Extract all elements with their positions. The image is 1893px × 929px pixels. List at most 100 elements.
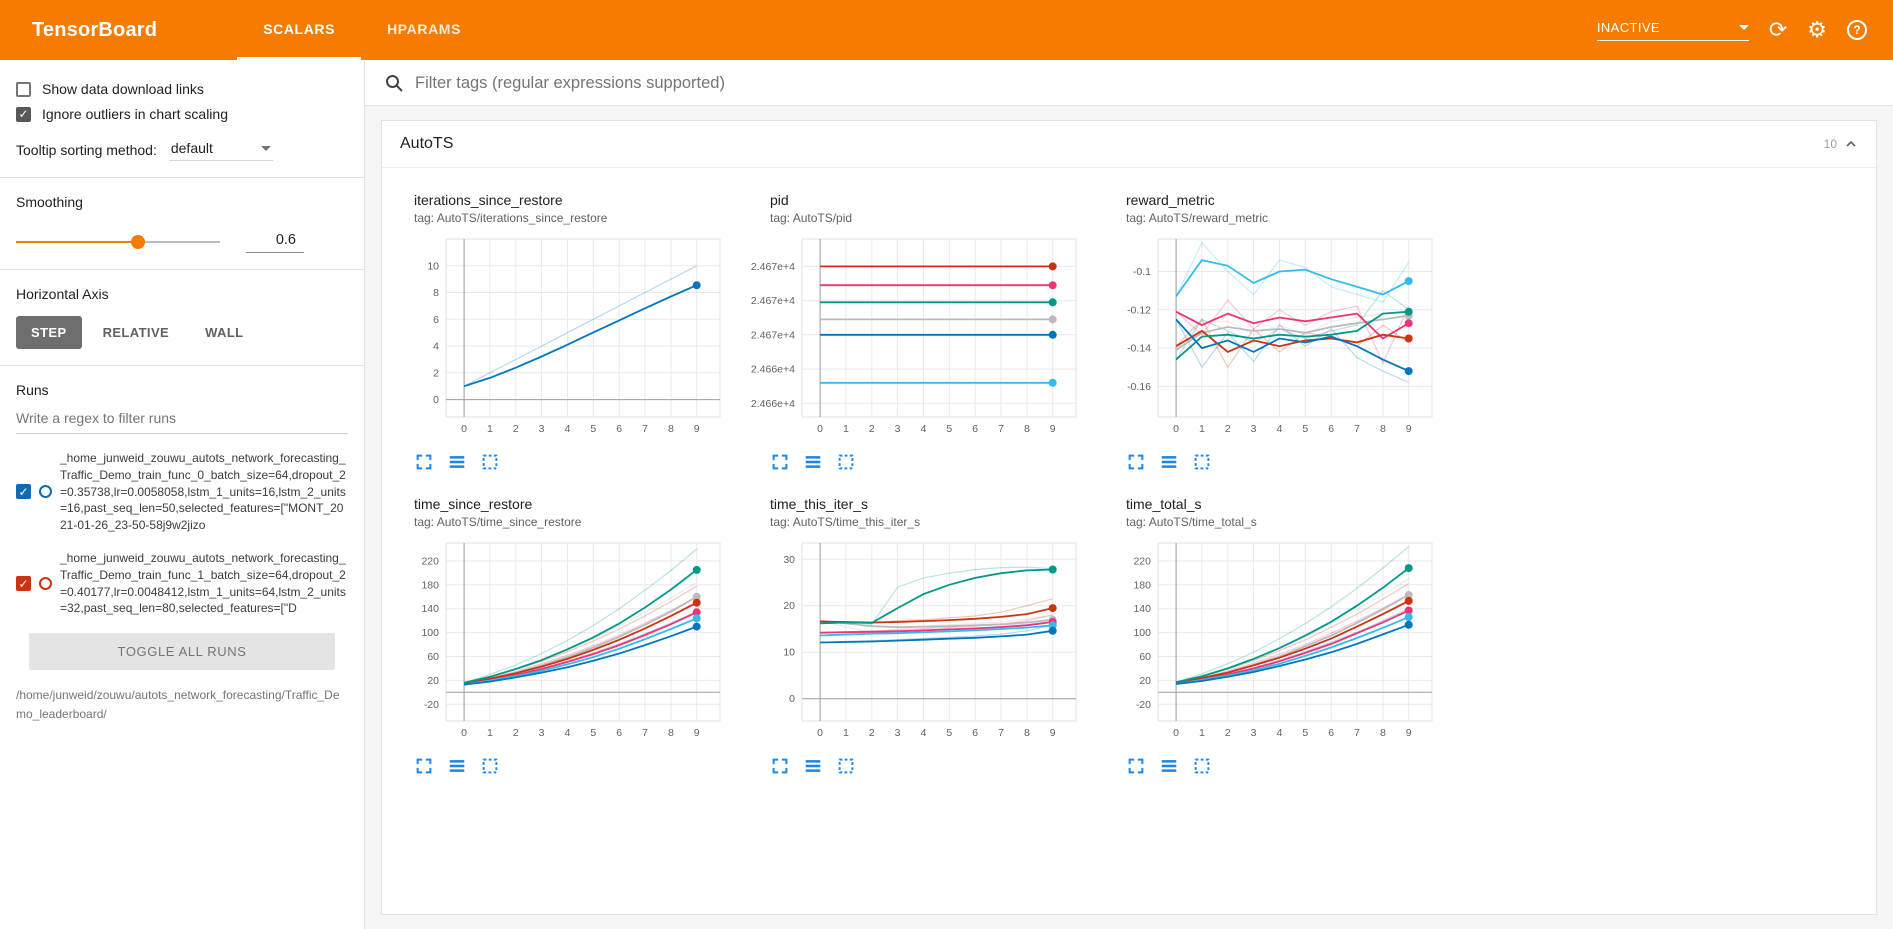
fit-domain-icon[interactable] bbox=[480, 452, 500, 472]
tab-scalars[interactable]: SCALARS bbox=[237, 0, 362, 60]
svg-text:0: 0 bbox=[789, 693, 795, 705]
status-dropdown[interactable]: INACTIVE bbox=[1596, 19, 1749, 41]
chart-canvas[interactable]: 0 1 2 3 4 5 6 7 8 9 -0.16 -0.14 -0.12 -0.1 bbox=[1102, 233, 1438, 439]
tag-filter-input[interactable] bbox=[415, 73, 1875, 93]
divider bbox=[0, 269, 364, 270]
chart-canvas[interactable]: 0 1 2 3 4 5 6 7 8 9 0 2 4 6 8 10 bbox=[390, 233, 726, 439]
fit-domain-icon[interactable] bbox=[836, 452, 856, 472]
runs-filter-input[interactable] bbox=[16, 402, 348, 434]
tab-hparams[interactable]: HPARAMS bbox=[387, 20, 462, 37]
tooltip-sorting-value: default bbox=[170, 140, 213, 156]
run-selector-icon[interactable] bbox=[447, 452, 467, 472]
fullscreen-icon[interactable] bbox=[770, 756, 790, 776]
axis-button-wall[interactable]: WALL bbox=[190, 316, 258, 349]
chart-canvas[interactable]: 0 1 2 3 4 5 6 7 8 9 2.466e+4 2.466e+4 2.467e+4 2.467e… bbox=[746, 233, 1082, 439]
run-item[interactable]: _home_junweid_zouwu_autots_network_forec… bbox=[16, 450, 348, 534]
chevron-up-icon[interactable] bbox=[1844, 137, 1858, 151]
run-selector-icon[interactable] bbox=[803, 756, 823, 776]
chart-tag: tag: AutoTS/reward_metric bbox=[1126, 211, 1269, 225]
fit-domain-icon[interactable] bbox=[836, 756, 856, 776]
horizontal-axis-label: Horizontal Axis bbox=[16, 286, 109, 302]
svg-text:2: 2 bbox=[433, 367, 439, 379]
svg-text:-20: -20 bbox=[1136, 699, 1151, 711]
svg-text:4: 4 bbox=[921, 727, 927, 739]
svg-text:1: 1 bbox=[843, 423, 849, 435]
slider-fill bbox=[16, 240, 139, 243]
chart-tile-time_this_iter_s: time_this_iter_s tag: AutoTS/time_this_it… bbox=[746, 496, 1096, 776]
status-label: INACTIVE bbox=[1596, 19, 1660, 35]
svg-text:3: 3 bbox=[895, 423, 901, 435]
divider bbox=[0, 365, 364, 366]
run-checkbox[interactable] bbox=[16, 484, 31, 500]
runs-label: Runs bbox=[16, 382, 49, 398]
svg-text:5: 5 bbox=[590, 727, 596, 739]
run-item[interactable]: _home_junweid_zouwu_autots_network_forec… bbox=[16, 550, 348, 617]
main-tabs: SCALARS HPARAMS bbox=[237, 0, 487, 60]
chart-toolbar bbox=[770, 756, 1096, 776]
axis-button-step[interactable]: STEP bbox=[16, 316, 82, 349]
svg-text:-0.14: -0.14 bbox=[1127, 343, 1151, 355]
tag-group-header[interactable]: AutoTS 10 bbox=[382, 121, 1876, 168]
ignore-outliers-checkbox[interactable]: Ignore outliers in chart scaling bbox=[16, 106, 348, 122]
svg-text:2: 2 bbox=[513, 423, 519, 435]
slider-thumb[interactable] bbox=[131, 234, 146, 249]
runs-logdir-path: /home/junweid/zouwu/autots_network_forec… bbox=[16, 688, 340, 721]
tooltip-sorting-dropdown[interactable]: default bbox=[168, 138, 273, 161]
chart-title: time_this_iter_s bbox=[770, 496, 869, 512]
chart-tile-iterations_since_restore: iterations_since_restore tag: AutoTS/iter… bbox=[390, 192, 740, 472]
svg-text:6: 6 bbox=[616, 423, 622, 435]
svg-text:-0.12: -0.12 bbox=[1127, 304, 1151, 316]
svg-text:0: 0 bbox=[1173, 423, 1179, 435]
svg-text:3: 3 bbox=[1251, 423, 1257, 435]
checkbox-unchecked-icon[interactable] bbox=[16, 81, 31, 97]
svg-text:0: 0 bbox=[817, 423, 823, 435]
run-selector-icon[interactable] bbox=[1159, 452, 1179, 472]
chart-canvas[interactable]: 0 1 2 3 4 5 6 7 8 9 -20 20 60 100 140 180 220 bbox=[1102, 537, 1438, 743]
svg-text:7: 7 bbox=[642, 727, 648, 739]
fit-domain-icon[interactable] bbox=[480, 756, 500, 776]
fullscreen-icon[interactable] bbox=[414, 756, 434, 776]
help-icon[interactable] bbox=[1847, 20, 1867, 40]
svg-text:220: 220 bbox=[1133, 555, 1151, 567]
svg-text:3: 3 bbox=[895, 727, 901, 739]
run-checkbox[interactable] bbox=[16, 576, 31, 592]
run-selector-icon[interactable] bbox=[803, 452, 823, 472]
smoothing-value[interactable]: 0.6 bbox=[246, 230, 304, 253]
svg-text:0: 0 bbox=[817, 727, 823, 739]
fullscreen-icon[interactable] bbox=[770, 452, 790, 472]
checkbox-checked-icon[interactable] bbox=[16, 106, 31, 122]
axis-button-relative[interactable]: RELATIVE bbox=[88, 316, 185, 349]
show-download-links-checkbox[interactable]: Show data download links bbox=[16, 81, 348, 97]
horizontal-axis-buttons: STEP RELATIVE WALL bbox=[16, 316, 348, 349]
run-selector-icon[interactable] bbox=[447, 756, 467, 776]
svg-text:9: 9 bbox=[694, 727, 700, 739]
refresh-icon[interactable]: ⟳ bbox=[1768, 17, 1788, 42]
checkbox-label: Ignore outliers in chart scaling bbox=[42, 106, 228, 122]
run-selector-icon[interactable] bbox=[1159, 756, 1179, 776]
smoothing-slider[interactable] bbox=[16, 234, 220, 249]
svg-text:2: 2 bbox=[869, 727, 875, 739]
svg-text:1: 1 bbox=[1199, 423, 1205, 435]
slider-track bbox=[16, 240, 220, 243]
svg-text:2: 2 bbox=[869, 423, 875, 435]
svg-text:4: 4 bbox=[1277, 423, 1283, 435]
fullscreen-icon[interactable] bbox=[1126, 452, 1146, 472]
toggle-all-runs-button[interactable]: TOGGLE ALL RUNS bbox=[29, 633, 335, 671]
run-solo-radio[interactable] bbox=[39, 485, 52, 499]
fullscreen-icon[interactable] bbox=[414, 452, 434, 472]
chart-canvas[interactable]: 0 1 2 3 4 5 6 7 8 9 -20 20 60 100 140 180 220 bbox=[390, 537, 726, 743]
smoothing-label: Smoothing bbox=[16, 194, 83, 210]
chart-toolbar bbox=[770, 452, 1096, 472]
svg-text:8: 8 bbox=[1380, 423, 1386, 435]
chart-canvas[interactable]: 0 1 2 3 4 5 6 7 8 9 0 10 20 30 bbox=[746, 537, 1082, 743]
fit-domain-icon[interactable] bbox=[1192, 452, 1212, 472]
chart-title: iterations_since_restore bbox=[414, 192, 563, 208]
run-solo-radio[interactable] bbox=[39, 577, 52, 591]
svg-text:-0.1: -0.1 bbox=[1133, 266, 1151, 278]
svg-text:4: 4 bbox=[433, 341, 439, 353]
fit-domain-icon[interactable] bbox=[1192, 756, 1212, 776]
chart-tag: tag: AutoTS/time_total_s bbox=[1126, 515, 1257, 529]
settings-gear-icon[interactable]: ⚙ bbox=[1807, 17, 1827, 42]
svg-text:5: 5 bbox=[946, 727, 952, 739]
fullscreen-icon[interactable] bbox=[1126, 756, 1146, 776]
